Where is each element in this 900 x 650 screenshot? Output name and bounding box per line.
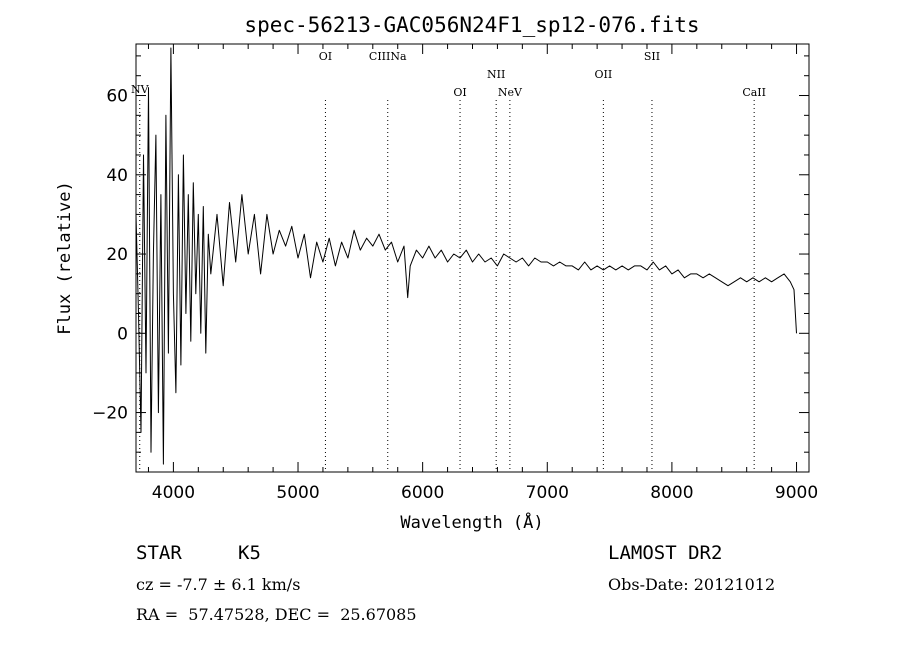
survey-name: LAMOST DR2 [608,542,723,564]
spectrum-plot [135,47,797,465]
y-tick-label: 0 [117,324,128,344]
line-marker-label: CaII [742,86,766,99]
x-tick-label: 4000 [152,483,195,503]
x-tick-label: 7000 [526,483,569,503]
x-axis-label: Wavelength (Å) [400,511,543,533]
y-tick-label: 40 [106,166,128,186]
chart-title: spec-56213-GAC056N24F1_sp12-076.fits [244,13,699,37]
y-axis-label: Flux (relative) [55,181,75,335]
y-axis: −20 0 20 40 60 [92,55,809,453]
spectrum-line [135,47,797,465]
emission-line-markers: NV OI CIIINa OI NII NeV OII SII CaII [131,50,766,472]
x-axis: 4000 5000 6000 7000 8000 9000 [147,44,818,503]
line-marker-label: OI [319,50,332,63]
line-marker-label: NeV [498,86,523,99]
line-marker-label: OII [595,68,613,81]
line-marker-label: NII [487,68,505,81]
line-marker-label: CIIINa [369,50,407,63]
object-class: STAR [136,542,182,564]
line-marker-label: SII [644,50,660,63]
x-tick-label: 6000 [401,483,444,503]
x-tick-label: 9000 [775,483,818,503]
x-tick-label: 8000 [650,483,693,503]
y-tick-label: 60 [106,87,128,107]
redshift-readout: cz = -7.7 ± 6.1 km/s [136,575,301,594]
coordinates: RA = 57.47528, DEC = 25.67085 [136,605,417,624]
obs-date: Obs-Date: 20121012 [608,575,776,594]
line-marker-label: OI [453,86,466,99]
line-marker-label: NV [131,83,150,96]
y-tick-label: −20 [92,404,128,424]
plot-frame [135,43,810,473]
object-subclass: K5 [238,542,261,564]
y-tick-label: 20 [106,245,128,265]
x-tick-label: 5000 [276,483,319,503]
